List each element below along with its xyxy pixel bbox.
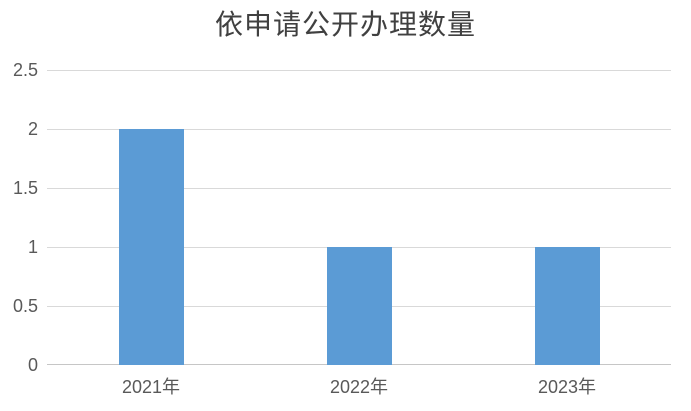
y-tick-label: 1.5 [12, 178, 38, 198]
bar-2023年 [534, 247, 600, 365]
gridline [47, 129, 671, 130]
x-tick-label: 2022年 [329, 377, 389, 397]
x-tick-label: 2023年 [537, 377, 597, 397]
chart-title: 依申请公开办理数量 [214, 8, 476, 41]
y-tick-label: 0.5 [12, 296, 38, 316]
y-tick-label: 2 [27, 119, 38, 139]
y-tick-label: 2.5 [12, 60, 38, 80]
gridline [47, 188, 671, 189]
y-tick-label: 0 [27, 355, 38, 375]
bar-2021年 [118, 129, 184, 365]
x-tick-label: 2021年 [121, 377, 181, 397]
plot-area [47, 70, 671, 365]
bar-2022年 [326, 247, 392, 365]
y-tick-label: 1 [27, 237, 38, 257]
gridline [47, 70, 671, 71]
